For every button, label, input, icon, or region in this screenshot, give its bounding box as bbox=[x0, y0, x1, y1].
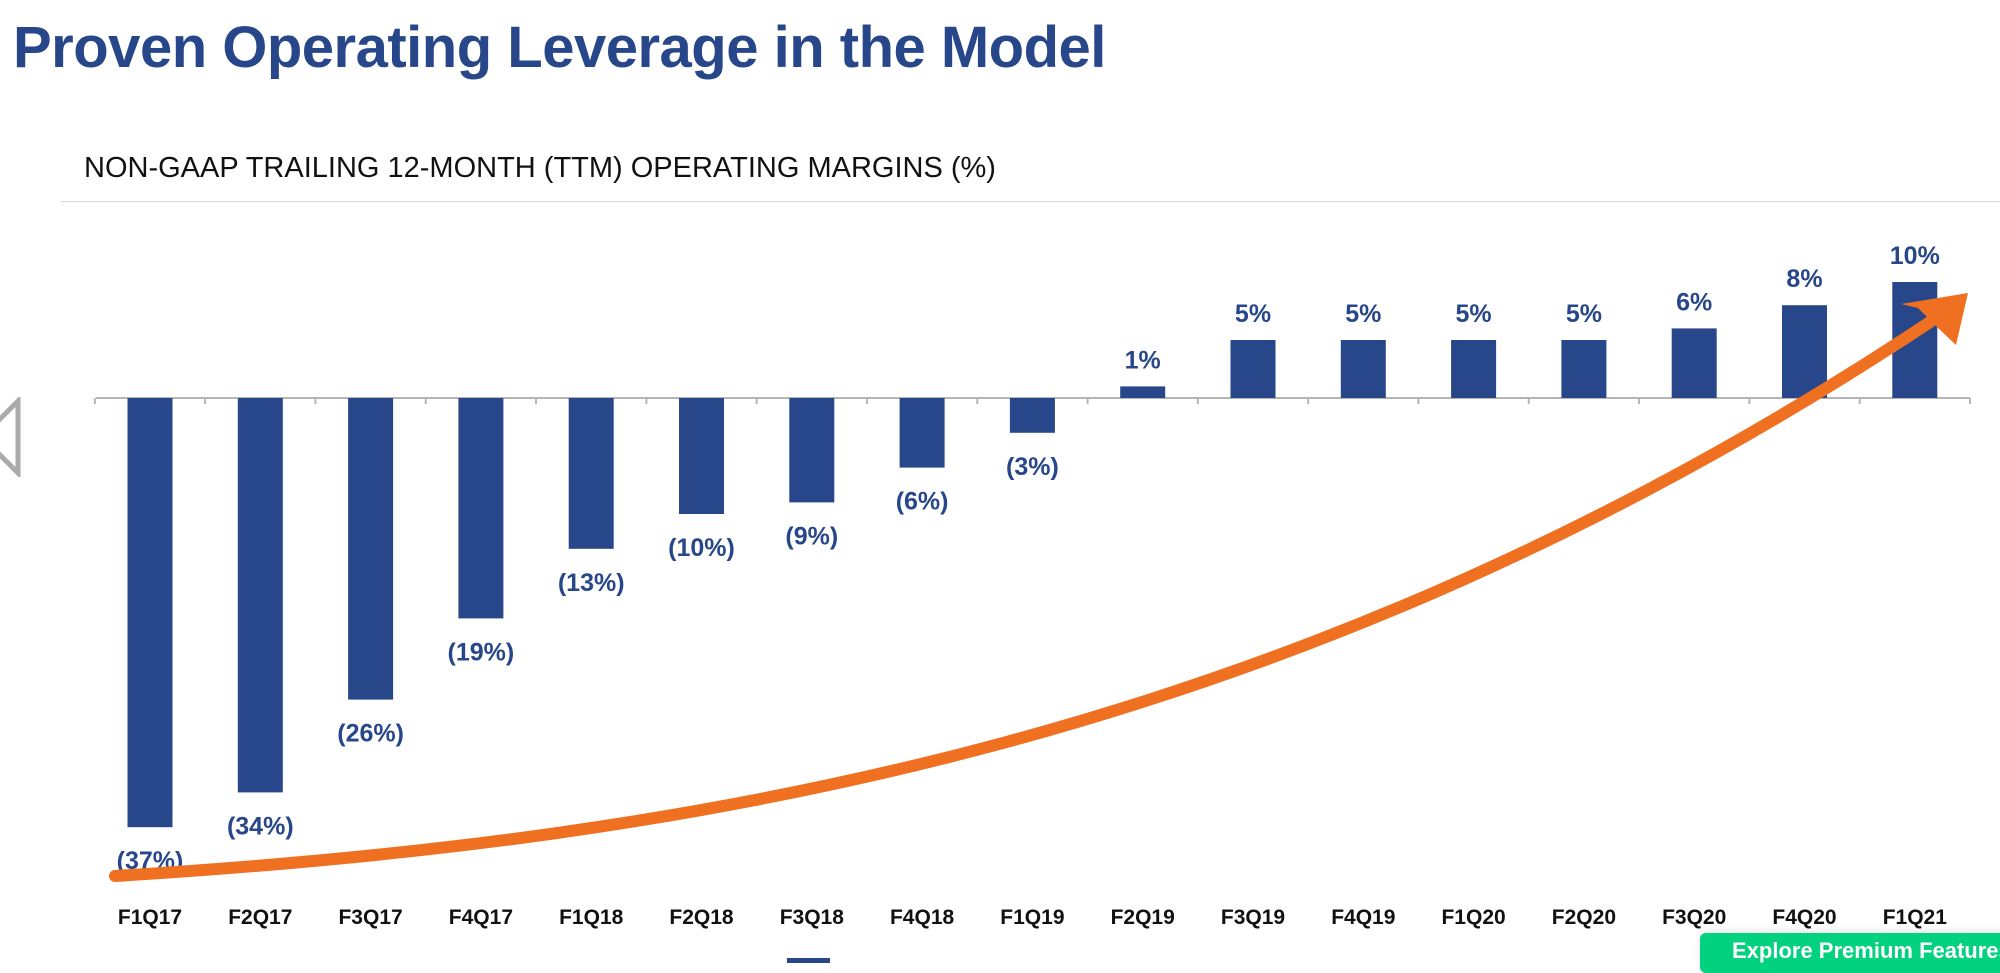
bar-F3Q17 bbox=[348, 398, 394, 700]
x-tick-label: F2Q20 bbox=[1552, 906, 1616, 929]
data-label: 5% bbox=[1566, 300, 1602, 328]
x-tick-label: F2Q17 bbox=[228, 906, 292, 929]
x-tick-label: F3Q20 bbox=[1662, 906, 1726, 929]
x-tick-label: F4Q17 bbox=[449, 906, 513, 929]
bar-F1Q20 bbox=[1451, 340, 1497, 398]
data-label: 6% bbox=[1676, 288, 1712, 316]
bar-F3Q19 bbox=[1230, 340, 1276, 398]
data-label: 10% bbox=[1890, 242, 1940, 270]
bar-F2Q20 bbox=[1561, 340, 1607, 398]
x-tick-label: F3Q19 bbox=[1221, 906, 1285, 929]
x-tick-label: F4Q19 bbox=[1331, 906, 1395, 929]
data-label: (9%) bbox=[785, 522, 838, 550]
trend-arrowhead bbox=[1901, 293, 1968, 345]
data-label: (10%) bbox=[668, 534, 735, 562]
x-tick-label: F1Q21 bbox=[1883, 906, 1948, 929]
x-tick-label: F4Q18 bbox=[890, 906, 955, 929]
bar-F2Q18 bbox=[679, 398, 724, 514]
data-label: 8% bbox=[1786, 265, 1822, 293]
x-tick-label: F1Q17 bbox=[118, 906, 182, 929]
bar-F1Q18 bbox=[568, 398, 614, 549]
bar-F4Q17 bbox=[458, 398, 504, 619]
data-label: (3%) bbox=[1006, 453, 1059, 481]
bar-F3Q20 bbox=[1671, 328, 1717, 398]
x-tick-label: F3Q17 bbox=[338, 906, 402, 929]
x-tick-label: F1Q19 bbox=[1000, 906, 1064, 929]
data-label: (26%) bbox=[337, 720, 404, 748]
slide-title: Proven Operating Leverage in the Model bbox=[13, 15, 1106, 80]
x-tick-label: F3Q18 bbox=[780, 906, 845, 929]
data-label: 5% bbox=[1456, 300, 1492, 328]
explore-premium-button[interactable]: Explore Premium Features bbox=[1700, 933, 2000, 973]
bar-F4Q19 bbox=[1340, 340, 1386, 398]
data-label: (13%) bbox=[558, 569, 625, 597]
data-label: (34%) bbox=[227, 812, 294, 840]
data-label: 5% bbox=[1345, 300, 1381, 328]
legend-swatch bbox=[787, 958, 830, 963]
bar-F1Q17 bbox=[127, 398, 173, 828]
divider bbox=[61, 201, 2000, 202]
bar-F2Q19 bbox=[1120, 386, 1166, 398]
x-tick-label: F4Q20 bbox=[1772, 906, 1836, 929]
x-tick-label: F2Q18 bbox=[669, 906, 734, 929]
x-tick-label: F2Q19 bbox=[1111, 906, 1175, 929]
bar-F3Q18 bbox=[789, 398, 835, 503]
data-label: (19%) bbox=[448, 638, 515, 666]
bar-F2Q17 bbox=[237, 398, 283, 793]
data-label: (6%) bbox=[896, 488, 949, 516]
x-tick-label: F1Q18 bbox=[559, 906, 624, 929]
data-label: 5% bbox=[1235, 300, 1271, 328]
trend-arrow bbox=[109, 316, 1936, 882]
previous-slide-icon[interactable] bbox=[0, 394, 24, 482]
chart-title: NON-GAAP TRAILING 12-MONTH (TTM) OPERATI… bbox=[84, 152, 996, 184]
bar-F4Q18 bbox=[899, 398, 945, 468]
x-tick-label: F1Q20 bbox=[1441, 906, 1505, 929]
bar-F4Q20 bbox=[1782, 305, 1827, 398]
data-label: 1% bbox=[1125, 346, 1161, 374]
bar-F1Q19 bbox=[1009, 398, 1055, 433]
